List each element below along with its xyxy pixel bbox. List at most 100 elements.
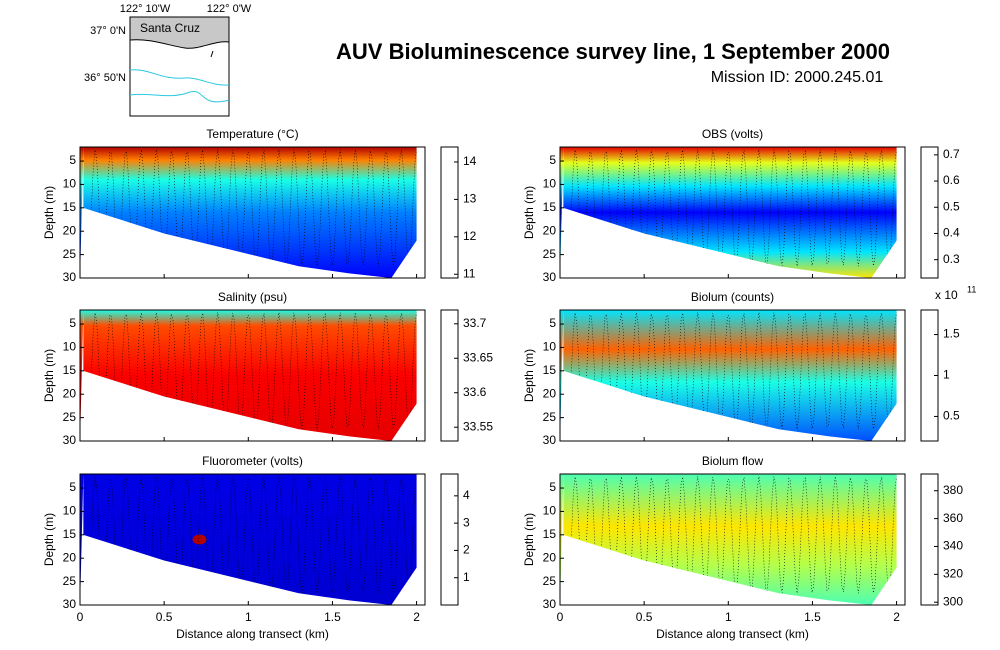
x-axis-label: Distance along transect (km) — [656, 627, 809, 641]
colorbar-scale: x 10 — [935, 288, 958, 302]
colorbar — [920, 473, 939, 606]
axes-frame — [559, 473, 906, 606]
colorbar — [440, 146, 459, 279]
y-tick-label: 30 — [543, 270, 557, 284]
colorbar-tick-label: 0.6 — [943, 173, 960, 187]
colorbar-tick-label: 33.55 — [463, 419, 493, 433]
y-tick-label: 5 — [69, 480, 76, 494]
y-tick-label: 25 — [543, 410, 557, 424]
colorbar-tick-label: 0.3 — [943, 252, 960, 266]
y-tick-label: 30 — [63, 270, 77, 284]
colorbar-tick-label: 33.6 — [463, 385, 487, 399]
x-tick-label: 1 — [245, 610, 252, 624]
map-x-label: 122° 10'W — [120, 3, 171, 15]
panel: Salinity (psu) Depth (m) 5 10 15 20 25 30 33.55 3… — [42, 290, 493, 447]
y-tick-label: 5 — [549, 316, 556, 330]
map-inset: Santa Cruz 122° 10'W 122° 0'W 37° 0'N 36… — [84, 3, 252, 117]
axes-frame — [79, 309, 426, 442]
x-tick-label: 0 — [557, 610, 564, 624]
colorbar-tick-label: 12 — [463, 229, 477, 243]
map-y-label: 37° 0'N — [90, 25, 126, 37]
y-axis-label: Depth (m) — [42, 349, 56, 402]
colorbar-tick-label: 3 — [463, 515, 470, 529]
y-tick-label: 5 — [549, 153, 556, 167]
y-tick-label: 10 — [63, 504, 77, 518]
colorbar-tick-label: 13 — [463, 192, 477, 206]
land — [129, 16, 230, 49]
panel-title: Salinity (psu) — [218, 290, 287, 304]
colorbar-tick-label: 320 — [943, 567, 963, 581]
y-tick-label: 15 — [543, 200, 557, 214]
y-tick-label: 15 — [63, 527, 77, 541]
y-tick-label: 30 — [63, 597, 77, 611]
y-tick-label: 15 — [543, 363, 557, 377]
y-axis-label: Depth (m) — [522, 349, 536, 402]
colorbar-tick-label: 0.5 — [943, 409, 960, 423]
no-data-mask — [560, 147, 905, 281]
x-tick-label: 1.5 — [804, 610, 821, 624]
colorbar-tick-label: 380 — [943, 483, 963, 497]
y-tick-label: 25 — [63, 247, 77, 261]
isobath — [129, 69, 230, 86]
map-x-label: 122° 0'W — [207, 3, 252, 15]
panel-title: Biolum flow — [702, 454, 764, 468]
y-axis-label: Depth (m) — [522, 513, 536, 566]
colorbar-tick-label: 1 — [943, 368, 950, 382]
y-tick-label: 25 — [543, 247, 557, 261]
y-tick-label: 10 — [543, 504, 557, 518]
y-tick-label: 10 — [63, 340, 77, 354]
colorbar-tick-label: 340 — [943, 539, 963, 553]
y-axis-label: Depth (m) — [42, 186, 56, 239]
colorbar-tick-label: 33.7 — [463, 316, 487, 330]
main-title: AUV Bioluminescence survey line, 1 Septe… — [336, 39, 890, 64]
y-tick-label: 10 — [63, 177, 77, 191]
colorbar-tick-label: 1 — [463, 570, 470, 584]
colorbar-tick-label: 14 — [463, 154, 477, 168]
y-tick-label: 5 — [69, 153, 76, 167]
x-tick-label: 0.5 — [636, 610, 653, 624]
axes-frame — [559, 146, 906, 279]
colorbar-scale-exponent: 11 — [967, 284, 976, 294]
colorbar — [920, 146, 939, 279]
panel: OBS (volts) Depth (m) 5 10 15 20 25 30 0.3 0.4 0.5… — [522, 127, 960, 284]
colorbar-tick-label: 4 — [463, 488, 470, 502]
y-tick-label: 25 — [63, 574, 77, 588]
colorbar-tick-label: 33.65 — [463, 350, 493, 364]
y-axis-label: Depth (m) — [522, 186, 536, 239]
panel-title: Biolum (counts) — [691, 290, 774, 304]
no-data-mask — [80, 310, 425, 444]
y-tick-label: 20 — [63, 386, 77, 400]
y-tick-label: 30 — [543, 597, 557, 611]
y-tick-label: 5 — [69, 316, 76, 330]
colorbar-tick-label: 0.4 — [943, 226, 960, 240]
panel: Fluorometer (volts) Depth (m) Distance alo… — [42, 454, 470, 641]
isobath — [129, 90, 230, 103]
map-y-label: 36° 50'N — [84, 72, 126, 84]
x-tick-label: 0 — [77, 610, 84, 624]
x-tick-label: 0.5 — [156, 610, 173, 624]
y-axis-label: Depth (m) — [42, 513, 56, 566]
y-tick-label: 15 — [543, 527, 557, 541]
y-tick-label: 25 — [63, 410, 77, 424]
panel-title: Fluorometer (volts) — [202, 454, 303, 468]
vehicle-track — [564, 312, 897, 430]
x-axis-label: Distance along transect (km) — [176, 627, 329, 641]
vehicle-track — [564, 149, 897, 267]
colorbar-tick-label: 300 — [943, 594, 963, 608]
subtitle: Mission ID: 2000.245.01 — [711, 69, 884, 86]
vehicle-track — [564, 476, 897, 594]
y-tick-label: 15 — [63, 363, 77, 377]
axes-frame — [79, 473, 426, 606]
y-tick-label: 25 — [543, 574, 557, 588]
y-tick-label: 15 — [63, 200, 77, 214]
y-tick-label: 20 — [543, 550, 557, 564]
panel-title: Temperature (°C) — [206, 127, 298, 141]
panel-title: OBS (volts) — [702, 127, 763, 141]
y-tick-label: 20 — [543, 386, 557, 400]
y-tick-label: 30 — [543, 433, 557, 447]
x-tick-label: 1 — [725, 610, 732, 624]
colorbar-tick-label: 0.7 — [943, 147, 960, 161]
y-tick-label: 5 — [549, 480, 556, 494]
x-tick-label: 1.5 — [324, 610, 341, 624]
